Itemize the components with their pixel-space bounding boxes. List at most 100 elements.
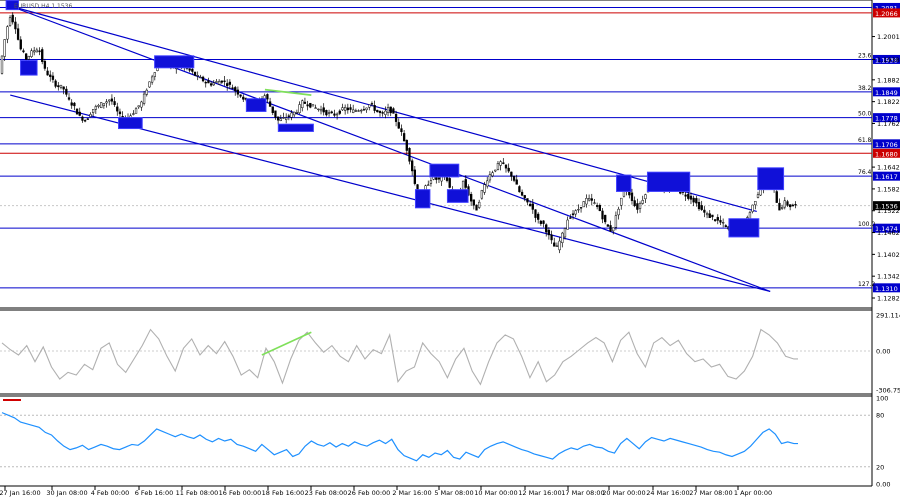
level-label-bg [873, 283, 900, 293]
candle-body [711, 214, 714, 218]
candle-body [148, 81, 151, 88]
candle-body [83, 120, 87, 122]
candle-body [523, 195, 526, 199]
candle-body [700, 205, 703, 210]
candle-body [140, 101, 143, 108]
candle-body [199, 76, 202, 79]
candle-body [400, 128, 403, 133]
candle-body [775, 191, 778, 203]
candle-body [494, 169, 497, 172]
candle-body [0, 55, 4, 74]
candle-body [6, 26, 9, 40]
candle-body [754, 201, 757, 206]
candle-body [54, 80, 57, 87]
candle-body [49, 74, 52, 77]
candle-body [65, 88, 68, 95]
candle-body [571, 213, 575, 216]
candle-body [537, 213, 540, 220]
candle-body [43, 60, 47, 69]
candle-body [633, 200, 636, 207]
candle-body [411, 160, 414, 172]
candle-body [609, 225, 612, 232]
candle-body [293, 111, 296, 116]
candle-body [75, 108, 79, 115]
level-label: 1.1474 [875, 225, 898, 233]
candle-body [376, 109, 379, 113]
candle-body [378, 110, 382, 113]
price-tick-label: 1.1522 [877, 207, 900, 215]
candle-body [360, 109, 363, 112]
candle-body [786, 201, 789, 206]
candle-body [242, 96, 245, 100]
candle-body [338, 110, 341, 114]
candle-body [486, 180, 489, 187]
marker-box [20, 60, 38, 76]
candle-body [748, 212, 752, 219]
candle-body [110, 98, 114, 102]
price-tick-label: 1.1882 [877, 76, 900, 84]
candle-body [362, 109, 366, 111]
candle-body [271, 106, 274, 114]
candle-body [381, 112, 384, 114]
candle-body [478, 201, 481, 208]
price-tick-label: 1.1402 [877, 251, 900, 259]
candle-body [507, 167, 510, 172]
candle-body [373, 105, 376, 111]
candle-body [86, 118, 89, 120]
candle-body [91, 109, 95, 113]
candle-body [38, 50, 41, 53]
level-label-bg [873, 54, 900, 64]
candle-body [413, 169, 416, 184]
candle-body [150, 76, 154, 83]
candle-body [14, 21, 17, 30]
candle-body [638, 203, 642, 209]
candle-body [100, 102, 103, 108]
level-label-bg [873, 8, 900, 18]
price-tick-label: 1.2001 [877, 33, 900, 41]
candle-body [27, 55, 30, 60]
candle-body [604, 214, 607, 223]
channel-line [10, 5, 771, 293]
level-label: 1.1849 [875, 89, 898, 97]
candle-body [239, 94, 242, 97]
candle-body [480, 190, 484, 199]
candle-body [587, 198, 591, 201]
candle-body [614, 215, 618, 228]
osc-axis-label: 0.00 [876, 347, 890, 355]
candle-body [290, 112, 293, 118]
candle-body [188, 68, 191, 71]
candle-body [545, 224, 548, 233]
level-label-bg [873, 139, 900, 149]
candle-body [236, 89, 240, 95]
candle-body [550, 234, 553, 241]
candle-body [341, 107, 344, 111]
candle-body [518, 186, 521, 193]
candle-body [689, 195, 693, 200]
current-price-bg [873, 201, 900, 211]
candle-body [528, 203, 532, 207]
candle-body [276, 116, 280, 121]
candle-body [191, 68, 194, 72]
osc-axis-label: 291.1149 [876, 312, 900, 320]
fib-label: 38.2 [858, 85, 872, 92]
candle-body [496, 163, 500, 170]
candle-body [196, 75, 199, 77]
symbol-header: EURUSD,H4 1.1536 [14, 3, 72, 10]
candle-body [132, 113, 135, 115]
price-axis-ticks: 1.2001 1.1938 1.1882 1.1822 1.1762 1.1642 1.15… [872, 33, 900, 303]
candle-body [24, 53, 28, 60]
time-tick-label: 1 Apr 00:00 [734, 489, 772, 497]
candle-body [317, 108, 320, 111]
pane-frames [0, 0, 873, 487]
candle-body [35, 49, 39, 53]
candle-body [555, 245, 559, 247]
price-tick-label: 1.1762 [877, 120, 900, 128]
candle-body [153, 72, 156, 77]
candle-body [515, 179, 518, 185]
candle-body [335, 113, 339, 116]
fib-label: 61.8 [858, 137, 872, 144]
candle-body [582, 201, 585, 208]
candle-body [46, 70, 49, 76]
candle-body [89, 114, 92, 117]
